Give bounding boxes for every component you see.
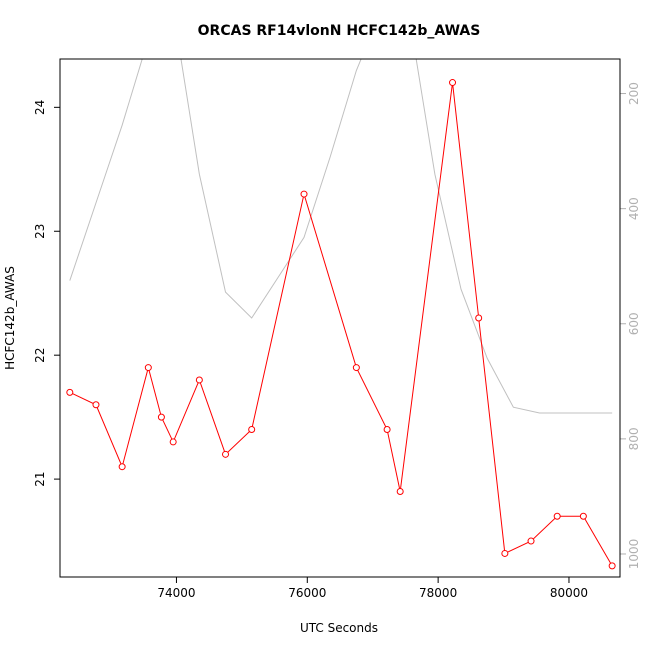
altitude-series-line — [69, 59, 613, 414]
hcfc-data-point — [608, 562, 616, 570]
hcfc-data-point — [352, 364, 360, 372]
plot-area — [66, 59, 616, 570]
x-tick-label: 76000 — [288, 586, 326, 600]
x-tick-label: 78000 — [419, 586, 457, 600]
hcfc-data-point — [169, 438, 177, 446]
y-tick-label: 23 — [33, 224, 47, 239]
y2-tick-label: 400 — [627, 197, 641, 220]
y-axis-label: HCFC142b_AWAS — [3, 266, 17, 370]
y2-tick-label: 200 — [627, 82, 641, 105]
y2-tick-label: 800 — [627, 427, 641, 450]
y2-tick-label: 1000 — [627, 539, 641, 570]
y-tick-label: 22 — [33, 348, 47, 363]
hcfc-data-point — [579, 512, 587, 520]
hcfc-data-point — [449, 79, 457, 87]
x-tick-label: 80000 — [550, 586, 588, 600]
y2-tick-label: 600 — [627, 312, 641, 335]
hcfc-data-point — [396, 487, 404, 495]
chart-title: ORCAS RF14vlonN HCFC142b_AWAS — [198, 23, 481, 39]
hcfc-data-point — [553, 512, 561, 520]
x-axis-label: UTC Seconds — [300, 621, 378, 635]
hcfc-data-point — [157, 413, 165, 421]
x-tick-label: 74000 — [157, 586, 195, 600]
hcfc-series-line — [69, 82, 613, 567]
hcfc-data-point — [475, 314, 483, 322]
hcfc-data-point — [222, 450, 230, 458]
hcfc-data-point — [248, 426, 256, 434]
y-tick-label: 21 — [33, 471, 47, 486]
hcfc-data-point — [92, 401, 100, 409]
hcfc-data-point — [118, 463, 126, 471]
hcfc-data-point — [527, 537, 535, 545]
hcfc-data-point — [383, 426, 391, 434]
hcfc-data-point — [300, 190, 308, 198]
plot-frame — [59, 58, 621, 578]
hcfc-data-point — [195, 376, 203, 384]
y-tick-label: 24 — [33, 100, 47, 115]
axis-ticks: 74000 76000 78000 80000 21 22 23 24 200 400 600 800… — [33, 82, 641, 600]
hcfc-data-point — [144, 364, 152, 372]
hcfc-data-point — [501, 549, 509, 557]
hcfc-data-point — [66, 388, 74, 396]
